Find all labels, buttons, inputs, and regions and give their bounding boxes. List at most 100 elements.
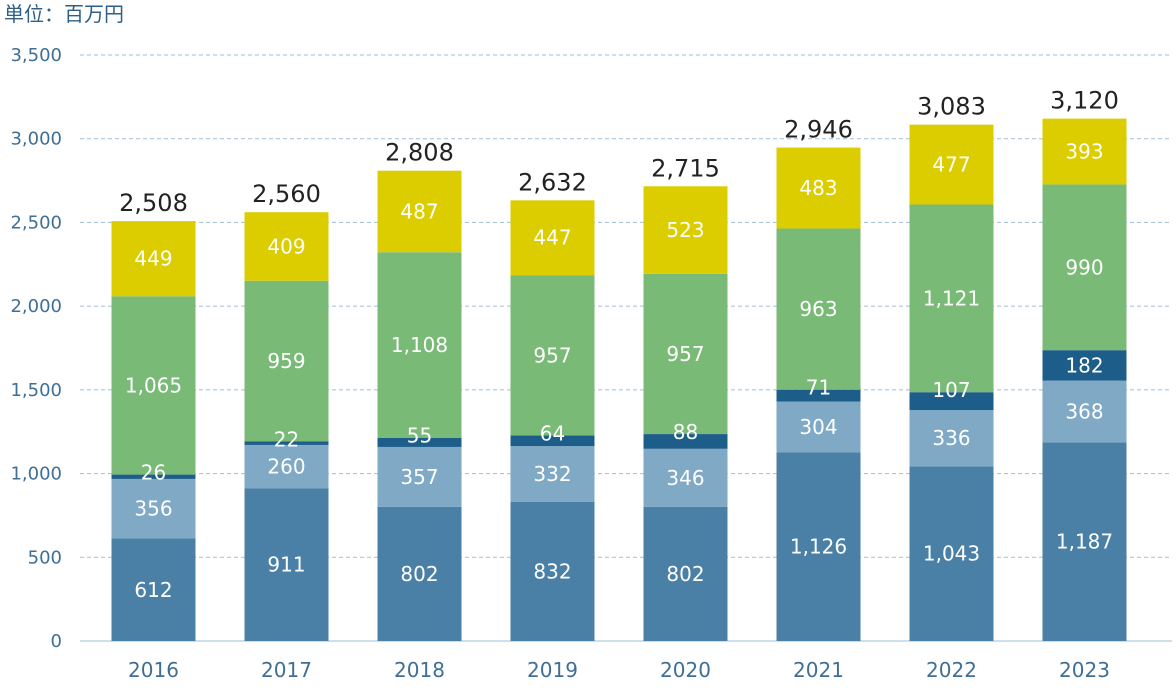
- data-label: 409: [267, 234, 305, 258]
- bar-segment: [1042, 184, 1127, 351]
- total-label: 3,120: [1050, 87, 1119, 115]
- y-tick-label: 1,000: [10, 464, 62, 485]
- bar-segment: [111, 538, 196, 641]
- data-label: 26: [141, 461, 166, 485]
- bar-segment: [1042, 442, 1127, 641]
- data-label: 88: [673, 420, 698, 444]
- bar-segment: [909, 124, 994, 205]
- y-tick-label: 0: [51, 631, 62, 652]
- data-label: 957: [666, 342, 704, 366]
- bar-segment: [776, 147, 861, 229]
- bar-segment: [244, 441, 329, 445]
- bar-segment: [510, 275, 595, 436]
- data-label: 911: [267, 553, 305, 577]
- data-label: 304: [799, 415, 837, 439]
- bar-segment: [111, 296, 196, 475]
- bar-segment: [377, 170, 462, 253]
- x-tick-label: 2017: [261, 658, 312, 682]
- bar-segment: [244, 444, 329, 489]
- y-tick-label: 3,000: [10, 129, 62, 150]
- bar-segment: [111, 478, 196, 539]
- data-label: 260: [267, 455, 305, 479]
- data-label: 1,043: [923, 542, 980, 566]
- x-tick-label: 2016: [128, 658, 179, 682]
- data-label: 332: [533, 462, 571, 486]
- data-label: 832: [533, 559, 571, 583]
- bar-segment: [776, 401, 861, 453]
- unit-label: 単位：百万円: [4, 2, 124, 26]
- bar-segment: [776, 452, 861, 641]
- data-label: 393: [1065, 140, 1103, 164]
- x-tick-label: 2020: [660, 658, 711, 682]
- bar-segment: [377, 446, 462, 507]
- data-label: 368: [1065, 399, 1103, 423]
- bar-segment: [244, 212, 329, 281]
- data-label: 55: [407, 424, 432, 448]
- total-label: 2,715: [651, 154, 720, 182]
- data-label: 802: [666, 562, 704, 586]
- data-label: 963: [799, 297, 837, 321]
- data-label: 64: [540, 421, 565, 445]
- x-tick-label: 2019: [527, 658, 578, 682]
- data-label: 357: [400, 465, 438, 489]
- data-label: 182: [1065, 353, 1103, 377]
- y-tick-label: 1,500: [10, 380, 62, 401]
- bar-segment: [909, 392, 994, 411]
- data-label: 1,121: [923, 286, 980, 310]
- data-label: 802: [400, 562, 438, 586]
- x-tick-label: 2023: [1059, 658, 1110, 682]
- bar-segment: [510, 501, 595, 641]
- total-label: 2,508: [119, 189, 188, 217]
- data-label: 483: [799, 176, 837, 200]
- bar-segment: [643, 506, 728, 641]
- data-label: 990: [1065, 255, 1103, 279]
- bar-segment: [510, 435, 595, 447]
- data-label: 346: [666, 466, 704, 490]
- total-label: 3,083: [917, 93, 986, 121]
- data-label: 336: [932, 426, 970, 450]
- total-label: 2,632: [518, 168, 587, 196]
- data-label: 1,065: [125, 373, 182, 397]
- x-tick-label: 2021: [793, 658, 844, 682]
- bar-segment: [111, 221, 196, 297]
- bar-segment: [244, 280, 329, 442]
- data-label: 1,126: [790, 535, 847, 559]
- data-label: 612: [134, 578, 172, 602]
- data-label: 487: [400, 199, 438, 223]
- y-tick-label: 2,000: [10, 296, 62, 317]
- bar-segment: [377, 252, 462, 438]
- bar-segment: [776, 228, 861, 390]
- bar-segment: [643, 434, 728, 449]
- data-label: 22: [274, 427, 299, 451]
- total-label: 2,560: [252, 180, 321, 208]
- data-label: 1,187: [1056, 530, 1113, 554]
- y-tick-label: 2,500: [10, 212, 62, 233]
- bar-segment: [909, 204, 994, 393]
- bar-segment: [643, 186, 728, 274]
- bar-segment: [1042, 350, 1127, 381]
- data-label: 449: [134, 247, 172, 271]
- x-tick-label: 2022: [926, 658, 977, 682]
- data-label: 107: [932, 378, 970, 402]
- bar-segment: [909, 410, 994, 467]
- data-label: 356: [134, 497, 172, 521]
- bar-segment: [909, 466, 994, 641]
- bar-segment: [776, 389, 861, 402]
- bar-segment: [1042, 380, 1127, 443]
- data-label: 957: [533, 343, 571, 367]
- bar-segment: [111, 474, 196, 479]
- bar-segment: [1042, 118, 1127, 185]
- bar-segment: [244, 488, 329, 641]
- data-label: 477: [932, 153, 970, 177]
- bar-segment: [510, 200, 595, 276]
- bar-segment: [377, 437, 462, 447]
- data-label: 71: [806, 376, 831, 400]
- data-label: 447: [533, 226, 571, 250]
- bar-segment: [377, 506, 462, 641]
- data-label: 959: [267, 349, 305, 373]
- bar-segment: [510, 446, 595, 502]
- total-label: 2,808: [385, 139, 454, 167]
- y-tick-label: 500: [28, 547, 62, 568]
- bar-segment: [643, 448, 728, 507]
